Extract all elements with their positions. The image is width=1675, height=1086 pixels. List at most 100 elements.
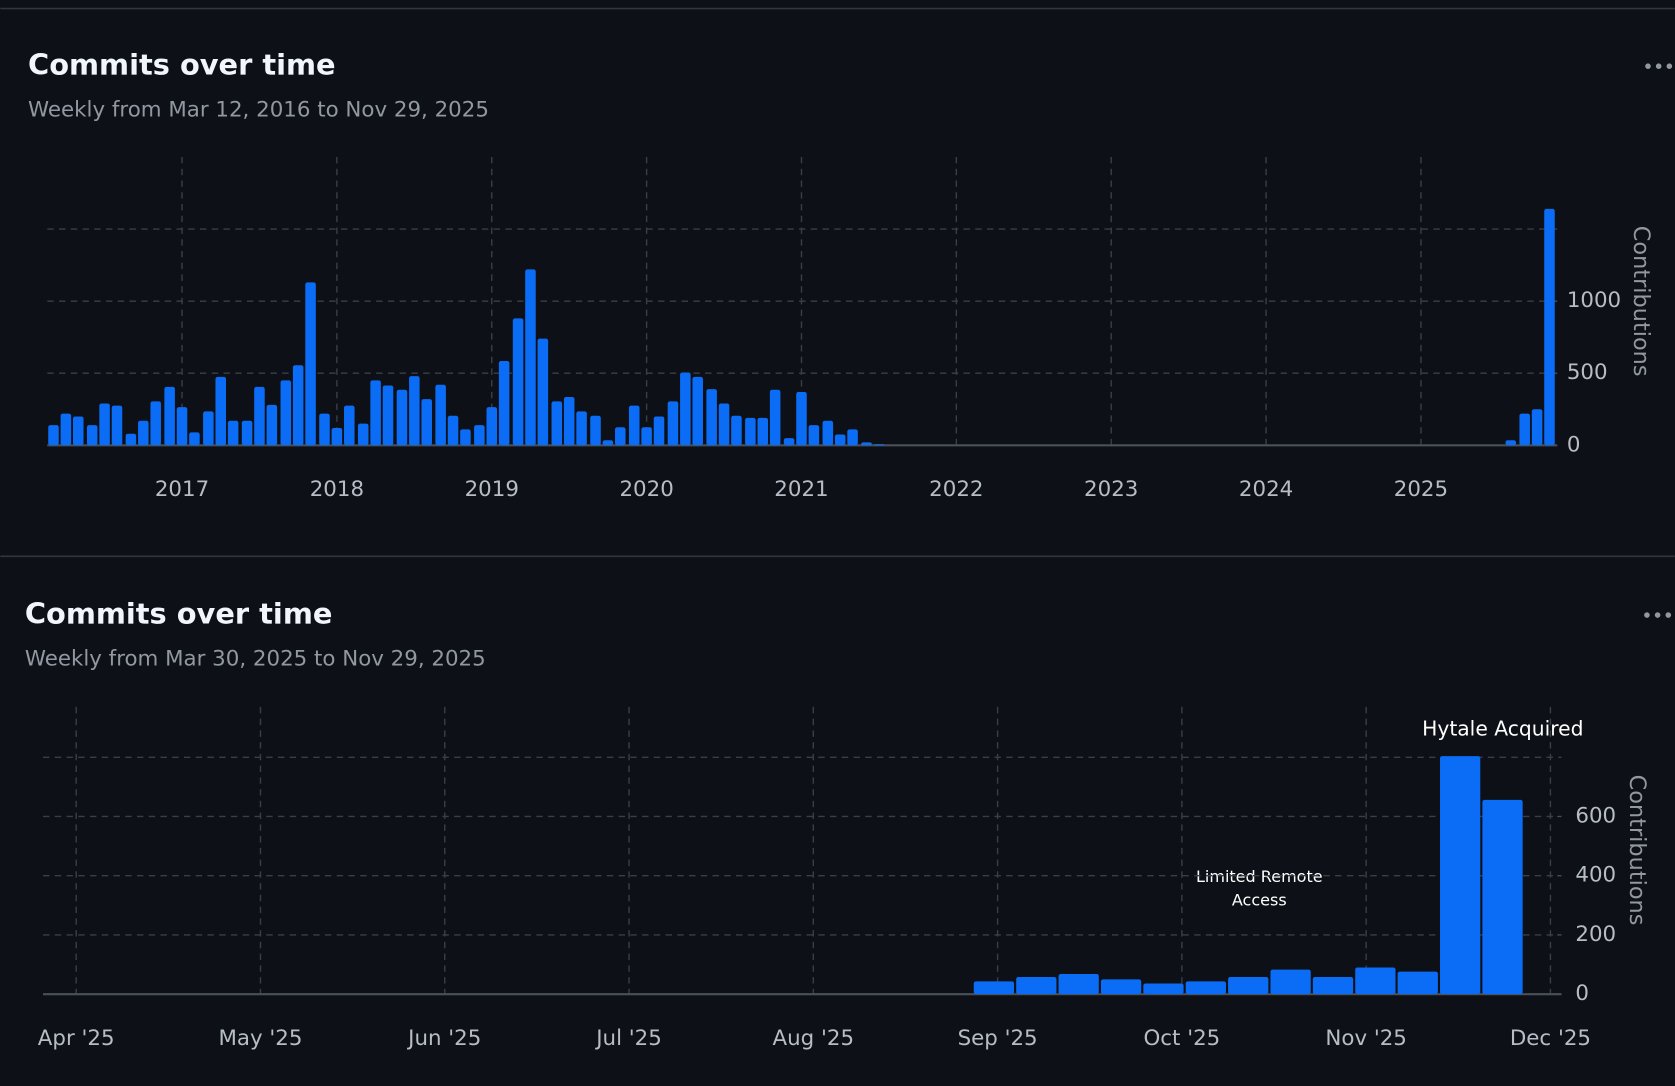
bar xyxy=(590,415,601,446)
bar xyxy=(1544,208,1555,446)
x-tick-label: 2021 xyxy=(774,477,828,502)
chart-title: Commits over time xyxy=(25,597,333,631)
bar xyxy=(409,376,420,446)
bar xyxy=(1100,979,1142,995)
x-tick-label: 2022 xyxy=(929,477,983,502)
bar xyxy=(48,425,59,446)
bar xyxy=(1482,799,1523,995)
bar xyxy=(370,380,381,446)
bar xyxy=(241,420,253,446)
y-axis-label: Contributions xyxy=(1624,775,1650,926)
bar xyxy=(692,376,703,446)
x-tick-label: Jul '25 xyxy=(594,1026,662,1051)
bar xyxy=(602,440,614,446)
bar xyxy=(460,429,471,446)
bar xyxy=(176,407,188,446)
menu-button[interactable] xyxy=(1644,612,1672,618)
bar xyxy=(254,386,265,446)
bar xyxy=(111,405,123,446)
annotation: Limited Remote Access xyxy=(1195,867,1323,910)
x-tick-label: 2019 xyxy=(465,477,519,502)
bar xyxy=(1355,967,1396,995)
x-tick-label: Apr '25 xyxy=(38,1026,115,1051)
x-tick-label: Dec '25 xyxy=(1510,1026,1591,1051)
x-tick-label: 2017 xyxy=(155,477,209,502)
chart-subtitle: Weekly from Mar 30, 2025 to Nov 29, 2025 xyxy=(25,646,486,671)
bar xyxy=(86,425,98,446)
bar xyxy=(203,411,214,446)
bar xyxy=(745,417,756,446)
bar xyxy=(447,415,459,446)
bar xyxy=(834,434,846,446)
bar xyxy=(215,376,227,446)
bar xyxy=(486,407,498,446)
bar xyxy=(731,415,742,446)
x-tick-label: Aug '25 xyxy=(773,1026,855,1051)
bar xyxy=(280,380,292,446)
bar xyxy=(551,401,563,446)
bar xyxy=(641,427,652,446)
y-tick-label: 600 xyxy=(1575,803,1616,828)
bar xyxy=(718,403,730,446)
bar xyxy=(125,433,137,446)
bar xyxy=(421,399,432,446)
x-tick-label: 2023 xyxy=(1084,477,1138,502)
bar xyxy=(769,389,781,446)
bar xyxy=(783,438,795,446)
bar xyxy=(1185,981,1226,995)
bar xyxy=(537,338,549,446)
bar xyxy=(266,404,278,446)
bar xyxy=(628,405,640,446)
y-tick-label: 500 xyxy=(1567,360,1608,385)
x-tick-label: Oct '25 xyxy=(1144,1026,1221,1051)
x-tick-label: Sep '25 xyxy=(958,1026,1038,1051)
chart-title: Commits over time xyxy=(28,48,336,82)
bar xyxy=(99,403,110,446)
x-tick-label: 2024 xyxy=(1239,477,1293,502)
bar xyxy=(1228,976,1269,995)
bar xyxy=(382,385,394,446)
bar xyxy=(1531,409,1543,446)
bar xyxy=(525,269,536,446)
bar xyxy=(498,360,510,446)
bar xyxy=(706,389,717,446)
y-tick-label: 400 xyxy=(1575,863,1616,888)
bar xyxy=(189,432,200,446)
x-tick-label: 2025 xyxy=(1394,477,1448,502)
bar xyxy=(150,401,161,446)
bar xyxy=(822,420,834,446)
bar xyxy=(1143,983,1184,995)
chart-subtitle: Weekly from Mar 12, 2016 to Nov 29, 2025 xyxy=(28,97,489,122)
bar xyxy=(435,384,446,446)
bar xyxy=(138,420,149,446)
bar xyxy=(292,365,304,446)
bar xyxy=(331,427,343,446)
bar xyxy=(474,425,485,446)
x-tick-label: Nov '25 xyxy=(1325,1026,1406,1051)
bar xyxy=(847,429,858,446)
x-tick-label: Jun '25 xyxy=(406,1026,481,1051)
bar xyxy=(808,425,820,446)
bar xyxy=(861,442,872,446)
bar xyxy=(227,420,239,446)
bar xyxy=(357,423,369,446)
bar xyxy=(512,318,524,446)
bar xyxy=(396,389,408,446)
menu-button[interactable] xyxy=(1645,63,1673,69)
bar xyxy=(1440,756,1481,995)
bar xyxy=(73,416,84,446)
x-tick-label: 2020 xyxy=(619,477,673,502)
y-axis-label: Contributions xyxy=(1628,226,1654,377)
y-tick-label: 1000 xyxy=(1567,288,1621,313)
x-tick-label: May '25 xyxy=(219,1026,303,1051)
bar xyxy=(1058,974,1099,995)
bar xyxy=(1270,969,1311,995)
bar xyxy=(1505,440,1517,446)
y-tick-label: 0 xyxy=(1567,432,1581,457)
x-tick-label: 2018 xyxy=(310,477,364,502)
bar xyxy=(344,405,355,446)
y-tick-label: 0 xyxy=(1575,981,1589,1006)
bar xyxy=(576,411,587,446)
bar xyxy=(319,413,330,446)
